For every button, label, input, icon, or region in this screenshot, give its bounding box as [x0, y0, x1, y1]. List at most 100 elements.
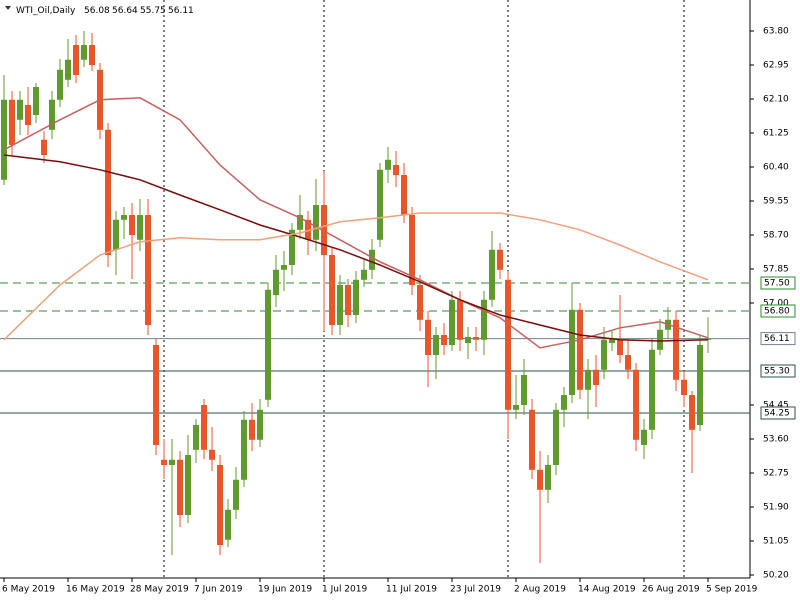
y-tick-label: 51.05	[763, 537, 789, 547]
candle-body	[593, 369, 599, 385]
candle-body	[105, 129, 111, 255]
level-label: 55.30	[764, 367, 790, 377]
candle-body	[585, 369, 591, 390]
candle-body	[673, 319, 679, 380]
candle-body	[369, 249, 375, 270]
header-high: 56.64	[112, 6, 138, 16]
candle-body	[73, 45, 79, 75]
candle-body	[49, 99, 55, 130]
candle-body	[225, 509, 231, 540]
x-tick-label: 6 May 2019	[2, 585, 55, 595]
candle-body	[529, 409, 535, 470]
moving-average	[3, 154, 709, 342]
candle-body	[265, 289, 271, 400]
candle-body	[409, 215, 415, 285]
candle-body	[121, 215, 127, 220]
chart-title: WTI_Oil,Daily	[16, 6, 76, 16]
candle-body	[705, 338, 711, 340]
level-label-box	[760, 406, 796, 420]
candle-body	[401, 175, 407, 215]
candle-body	[569, 309, 575, 395]
candle-body	[633, 369, 639, 440]
y-tick-label: 61.25	[763, 129, 789, 139]
candle-body	[625, 355, 631, 370]
candle-body	[505, 279, 511, 410]
header-close: 56.11	[168, 6, 194, 16]
candle-body	[129, 215, 135, 235]
moving-average	[3, 97, 709, 349]
candle-body	[193, 425, 199, 450]
level-label-box	[760, 276, 796, 290]
candle-body	[257, 409, 263, 440]
x-tick-label: 16 May 2019	[66, 585, 125, 595]
candle-body	[481, 299, 487, 340]
candle-body	[177, 459, 183, 515]
candle-body	[641, 429, 647, 445]
header: WTI_Oil,Daily 56.08 56.64 55.75 56.11	[16, 6, 194, 16]
y-tick-label: 63.80	[763, 27, 789, 37]
candle-body	[329, 255, 335, 325]
candle-body	[377, 169, 383, 240]
candle-body	[473, 337, 479, 340]
candle-body	[521, 375, 527, 405]
y-tick-label: 62.10	[763, 95, 789, 105]
y-tick-label: 54.45	[763, 401, 789, 411]
x-tick-label: 28 May 2019	[130, 585, 189, 595]
candle-body	[649, 349, 655, 430]
candle-body	[209, 449, 215, 460]
candle-body	[81, 45, 87, 60]
candle-body	[545, 465, 551, 490]
y-tick-label: 62.95	[763, 61, 789, 71]
y-tick-label: 50.20	[763, 571, 789, 581]
candle-body	[297, 215, 303, 230]
moving-average	[3, 212, 709, 341]
candle-body	[553, 409, 559, 465]
candle-body	[441, 335, 447, 345]
candle-body	[449, 299, 455, 345]
candle-body	[345, 285, 351, 315]
candle-body	[321, 205, 327, 255]
y-tick-label: 52.75	[763, 469, 789, 479]
y-tick-label: 53.60	[763, 435, 789, 445]
candle-body	[137, 215, 143, 240]
candle-body	[25, 105, 31, 125]
candle-body	[169, 459, 175, 465]
candle-body	[201, 405, 207, 450]
candle-body	[489, 249, 495, 300]
candle-body	[249, 419, 255, 440]
candle-body	[17, 99, 23, 120]
candle-body	[417, 285, 423, 320]
candle-body	[281, 265, 287, 270]
level-label-box	[760, 332, 796, 346]
candle-body	[537, 469, 543, 490]
level-label: 57.50	[764, 279, 790, 289]
menu-triangle	[5, 6, 11, 10]
candle-body	[657, 329, 663, 350]
candle-body	[337, 285, 343, 325]
level-label-box	[760, 364, 796, 378]
candle-body	[609, 339, 615, 343]
candle-body	[161, 459, 167, 465]
candle-body	[689, 395, 695, 430]
y-tick-label: 57.00	[763, 299, 789, 309]
candle-body	[145, 215, 151, 325]
y-tick-label: 51.90	[763, 503, 789, 513]
candle-body	[513, 405, 519, 410]
y-tick-label: 60.40	[763, 163, 789, 173]
candle-body	[577, 309, 583, 390]
candle-body	[697, 345, 703, 425]
candle-body	[33, 87, 39, 115]
candle-body	[313, 205, 319, 240]
y-tick-label: 58.70	[763, 231, 789, 241]
x-tick-label: 5 Sep 2019	[706, 585, 758, 595]
candle-body	[433, 335, 439, 355]
candle-body	[393, 165, 399, 175]
x-tick-label: 19 Jun 2019	[258, 585, 312, 595]
candle-body	[9, 99, 15, 145]
candle-body	[41, 139, 47, 155]
candle-body	[353, 279, 359, 315]
candle-body	[361, 269, 367, 280]
candle-body	[153, 345, 159, 445]
